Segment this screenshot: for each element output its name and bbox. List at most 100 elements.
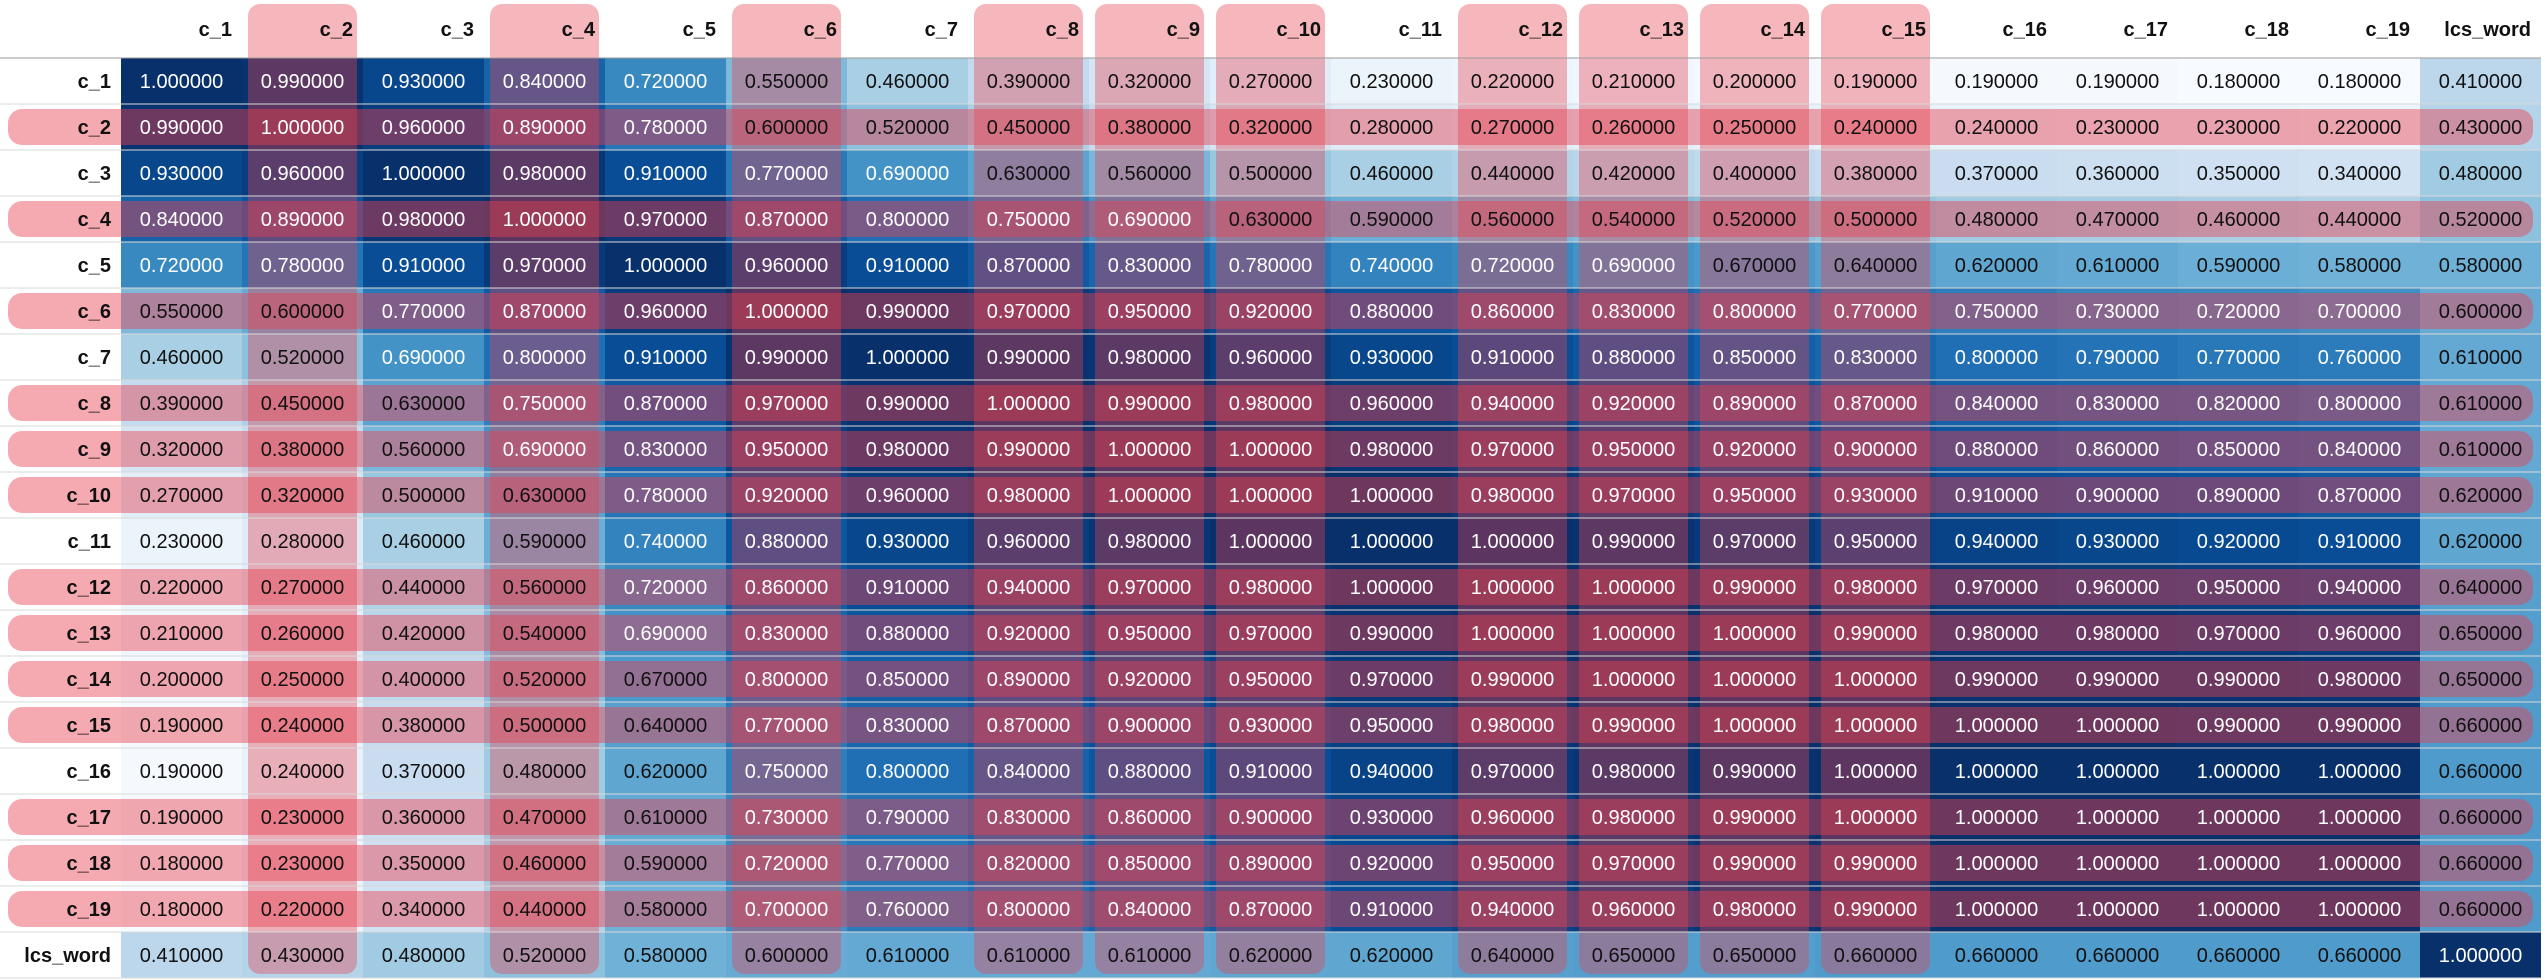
cell-value: 0.840000 bbox=[140, 209, 223, 231]
cell-value: 1.000000 bbox=[1592, 577, 1675, 599]
cell-value: 0.930000 bbox=[140, 163, 223, 185]
cell-value: 0.660000 bbox=[1955, 945, 2038, 967]
heatmap-cell bbox=[2178, 58, 2299, 104]
heatmap-cell bbox=[242, 58, 363, 104]
cell-value: 0.930000 bbox=[1834, 485, 1917, 507]
row-header-c-19: c_19 bbox=[67, 899, 112, 921]
heatmap-cell bbox=[1089, 610, 1210, 656]
cell-value: 1.000000 bbox=[2197, 853, 2280, 875]
cell-value: 0.690000 bbox=[1592, 255, 1675, 277]
heatmap-cell bbox=[1936, 288, 2057, 334]
cell-value: 0.980000 bbox=[1592, 761, 1675, 783]
highlighted-column-overlays bbox=[248, 4, 1930, 974]
cell-value: 0.990000 bbox=[1834, 899, 1917, 921]
row-header-c-4: c_4 bbox=[78, 209, 112, 231]
cell-value: 0.630000 bbox=[503, 485, 586, 507]
column-header-c-8: c_8 bbox=[1046, 19, 1079, 41]
heatmap-cell bbox=[1815, 242, 1936, 288]
heatmap-cell bbox=[2420, 932, 2541, 978]
cell-value: 0.560000 bbox=[1471, 209, 1554, 231]
heatmap-cell bbox=[726, 426, 847, 472]
column-header-c-9: c_9 bbox=[1167, 19, 1200, 41]
heatmap-cell bbox=[363, 334, 484, 380]
heatmap-cell bbox=[2057, 334, 2178, 380]
heatmap-cell bbox=[1815, 748, 1936, 794]
cell-value: 0.900000 bbox=[2076, 485, 2159, 507]
row-header-c-8: c_8 bbox=[78, 393, 111, 415]
row-header-c-18: c_18 bbox=[67, 853, 112, 875]
cell-value: 0.380000 bbox=[261, 439, 344, 461]
heatmap-cell bbox=[605, 426, 726, 472]
cell-value: 0.950000 bbox=[1229, 669, 1312, 691]
heatmap-cell bbox=[1694, 150, 1815, 196]
cell-value: 0.750000 bbox=[745, 761, 828, 783]
heatmap-cell bbox=[1815, 58, 1936, 104]
cell-value: 0.980000 bbox=[503, 163, 586, 185]
heatmap-cell bbox=[1331, 196, 1452, 242]
heatmap-cell bbox=[242, 840, 363, 886]
heatmap-cell bbox=[2178, 656, 2299, 702]
highlighted-row-overlays bbox=[8, 109, 2533, 927]
heatmap-cell bbox=[363, 380, 484, 426]
cell-value: 0.970000 bbox=[1229, 623, 1312, 645]
heatmap-cell bbox=[1210, 610, 1331, 656]
cell-value: 0.990000 bbox=[2197, 715, 2280, 737]
heatmap-cell bbox=[2057, 610, 2178, 656]
row-header-c-12: c_12 bbox=[67, 577, 112, 599]
cell-value: 0.960000 bbox=[1350, 393, 1433, 415]
heatmap-cell bbox=[1694, 702, 1815, 748]
cell-value: 0.230000 bbox=[1350, 71, 1433, 93]
heatmap-cell bbox=[242, 426, 363, 472]
heatmap-cell bbox=[2057, 748, 2178, 794]
heatmap-cell bbox=[1573, 334, 1694, 380]
heatmap-cell bbox=[968, 426, 1089, 472]
cell-value: 0.860000 bbox=[745, 577, 828, 599]
cell-value: 0.920000 bbox=[2197, 531, 2280, 553]
cell-value: 0.230000 bbox=[2197, 117, 2280, 139]
heatmap-cell bbox=[847, 748, 968, 794]
heatmap-cell bbox=[363, 472, 484, 518]
heatmap-cell bbox=[726, 932, 847, 978]
heatmap-cell bbox=[121, 58, 242, 104]
heatmap-cell bbox=[1210, 656, 1331, 702]
cell-value: 0.980000 bbox=[1955, 623, 2038, 645]
heatmap-cell bbox=[1331, 518, 1452, 564]
cell-value: 0.900000 bbox=[1229, 807, 1312, 829]
heatmap-cell bbox=[1089, 794, 1210, 840]
cell-value: 0.980000 bbox=[2076, 623, 2159, 645]
heatmap-cell bbox=[726, 656, 847, 702]
heatmap-cell bbox=[1573, 58, 1694, 104]
heatmap-cell bbox=[2299, 564, 2420, 610]
cell-value: 0.610000 bbox=[624, 807, 707, 829]
heatmap-cell bbox=[968, 840, 1089, 886]
cell-value: 0.930000 bbox=[382, 71, 465, 93]
row-header-c-7: c_7 bbox=[78, 347, 111, 369]
heatmap-cell bbox=[2299, 288, 2420, 334]
heatmap-cell bbox=[242, 932, 363, 978]
heatmap-cell bbox=[1452, 656, 1573, 702]
heatmap-cell bbox=[1452, 58, 1573, 104]
cell-value: 0.660000 bbox=[2197, 945, 2280, 967]
heatmap-cell bbox=[968, 610, 1089, 656]
heatmap-cell bbox=[605, 840, 726, 886]
heatmap-cell bbox=[1573, 886, 1694, 932]
heatmap-cell bbox=[1210, 840, 1331, 886]
cell-value: 0.370000 bbox=[1955, 163, 2038, 185]
heatmap-cell bbox=[2178, 104, 2299, 150]
cell-value: 0.800000 bbox=[866, 209, 949, 231]
heatmap-cell bbox=[1573, 748, 1694, 794]
cell-value: 0.620000 bbox=[1955, 255, 2038, 277]
heatmap-cell bbox=[847, 426, 968, 472]
heatmap-cell bbox=[484, 426, 605, 472]
heatmap-cell bbox=[2178, 380, 2299, 426]
heatmap-cell bbox=[1694, 840, 1815, 886]
heatmap-cell bbox=[726, 288, 847, 334]
cell-value: 0.900000 bbox=[1834, 439, 1917, 461]
heatmap-cell bbox=[363, 610, 484, 656]
cell-value: 0.590000 bbox=[624, 853, 707, 875]
heatmap-cell bbox=[1573, 518, 1694, 564]
heatmap-cell bbox=[1936, 656, 2057, 702]
heatmap-cell bbox=[1815, 886, 1936, 932]
heatmap-cell bbox=[1573, 150, 1694, 196]
heatmap-cell bbox=[363, 426, 484, 472]
